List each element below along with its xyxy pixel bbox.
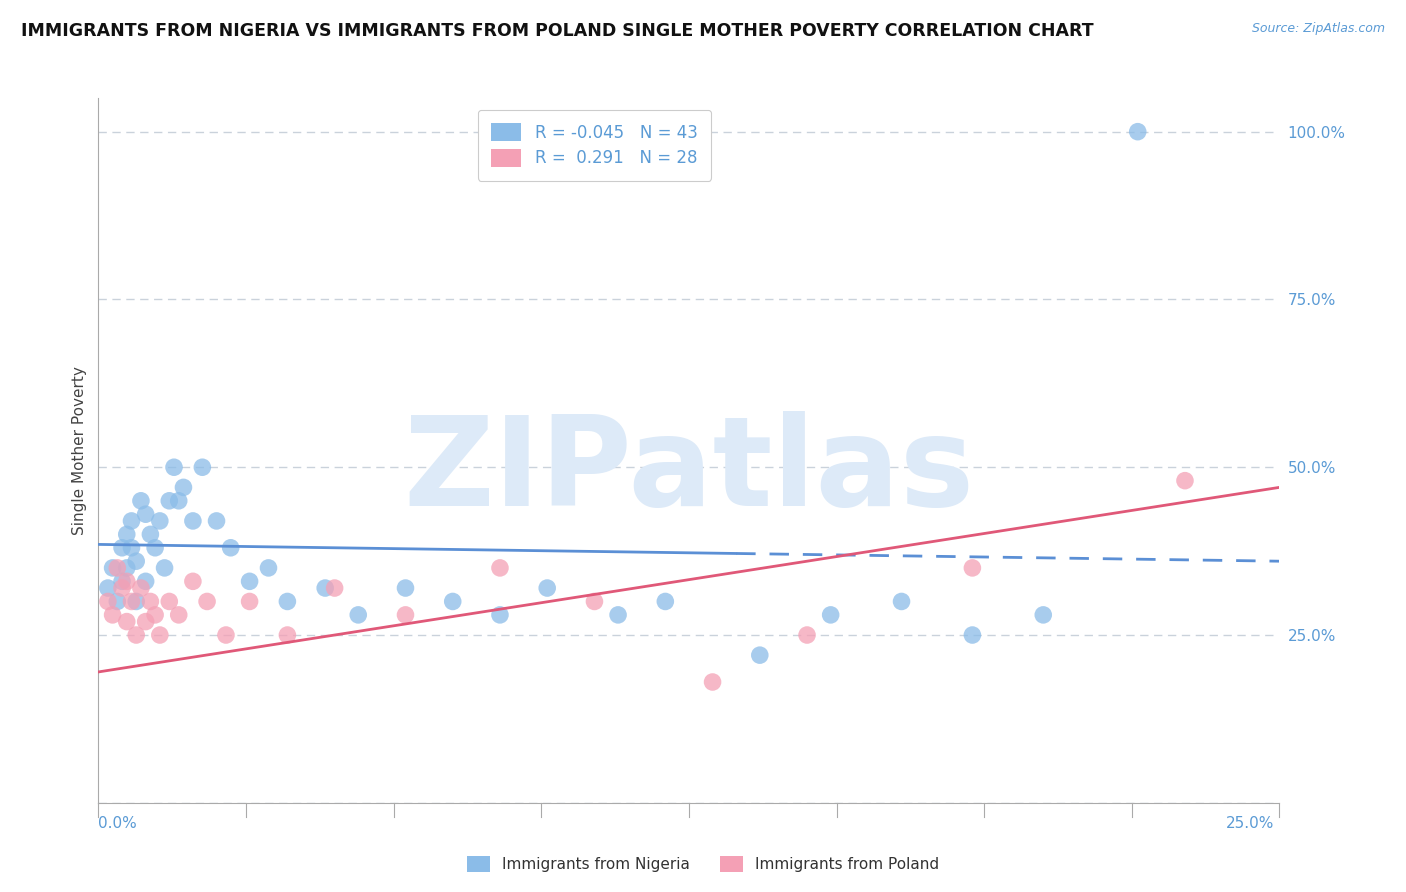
Point (115, 527, 138, 541)
Point (489, 561, 512, 575)
Point (111, 541, 134, 555)
Y-axis label: Single Mother Poverty: Single Mother Poverty (72, 366, 87, 535)
Point (890, 594, 912, 608)
Point (105, 561, 128, 575)
Point (105, 594, 128, 608)
Point (121, 514, 143, 528)
Point (139, 594, 162, 608)
Point (489, 607, 512, 622)
Point (276, 628, 298, 642)
Point (125, 554, 148, 568)
Point (167, 607, 190, 622)
Point (125, 594, 148, 608)
Point (239, 594, 262, 608)
Point (607, 607, 630, 622)
Point (115, 561, 138, 575)
Point (139, 527, 162, 541)
Point (323, 581, 346, 595)
Point (962, 561, 984, 575)
Point (135, 615, 157, 629)
Point (157, 594, 180, 608)
Point (172, 480, 194, 494)
Point (111, 581, 134, 595)
Point (748, 648, 770, 662)
Text: IMMIGRANTS FROM NIGERIA VS IMMIGRANTS FROM POLAND SINGLE MOTHER POVERTY CORRELAT: IMMIGRANTS FROM NIGERIA VS IMMIGRANTS FR… (21, 22, 1094, 40)
Point (191, 460, 214, 475)
Point (219, 541, 242, 555)
Point (121, 594, 143, 608)
Point (135, 574, 157, 589)
Point (654, 594, 676, 608)
Point (101, 607, 124, 622)
Text: Source: ZipAtlas.com: Source: ZipAtlas.com (1251, 22, 1385, 36)
Point (121, 541, 143, 555)
Point (97, 594, 120, 608)
Point (441, 594, 464, 608)
Point (181, 514, 204, 528)
Point (149, 628, 172, 642)
Point (1174, 474, 1197, 488)
Point (149, 514, 172, 528)
Point (257, 561, 280, 575)
Point (143, 607, 166, 622)
Point (167, 493, 190, 508)
Legend: Immigrants from Nigeria, Immigrants from Poland: Immigrants from Nigeria, Immigrants from… (458, 848, 948, 880)
Point (239, 574, 262, 589)
Point (820, 607, 842, 622)
Point (215, 628, 238, 642)
Point (163, 460, 186, 475)
Point (153, 561, 176, 575)
Point (962, 628, 984, 642)
Point (347, 607, 370, 622)
Point (276, 594, 298, 608)
Point (195, 594, 218, 608)
Point (135, 507, 157, 521)
Legend: R = -0.045   N = 43, R =  0.291   N = 28: R = -0.045 N = 43, R = 0.291 N = 28 (478, 110, 711, 181)
Point (1126, 125, 1149, 139)
Point (129, 581, 152, 595)
Point (101, 561, 124, 575)
Point (796, 628, 818, 642)
Point (111, 574, 134, 589)
Text: ZIPatlas: ZIPatlas (404, 411, 974, 533)
Point (129, 493, 152, 508)
Text: 25.0%: 25.0% (1226, 816, 1274, 830)
Point (97, 581, 120, 595)
Point (157, 493, 180, 508)
Point (702, 675, 724, 690)
Point (583, 594, 606, 608)
Point (394, 581, 416, 595)
Point (536, 581, 558, 595)
Point (1032, 607, 1054, 622)
Point (115, 574, 138, 589)
Point (115, 615, 138, 629)
Point (181, 574, 204, 589)
Point (314, 581, 336, 595)
Point (394, 607, 416, 622)
Point (143, 541, 166, 555)
Point (125, 628, 148, 642)
Point (205, 514, 228, 528)
Text: 0.0%: 0.0% (98, 816, 138, 830)
